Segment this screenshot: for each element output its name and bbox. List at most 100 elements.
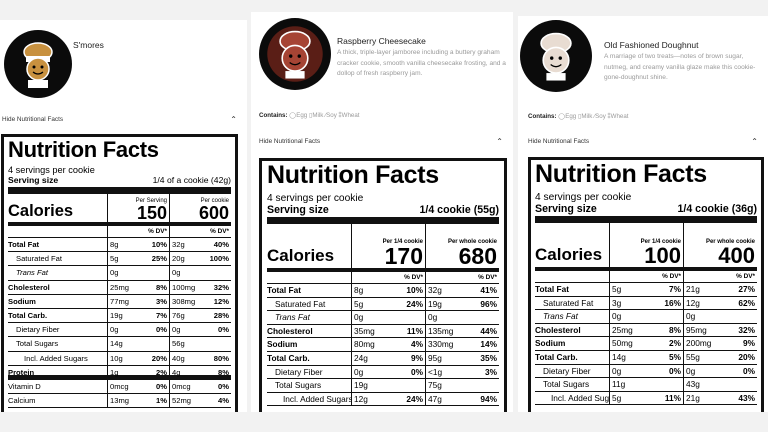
- nutrient-amount: 200mg: [686, 338, 712, 349]
- per-serving-cell: 25mg 8%: [609, 323, 683, 337]
- per-cookie-cell: 330mg 14%: [425, 338, 499, 351]
- per-serving-cell: 5g 11%: [609, 391, 683, 405]
- daily-value-header: % DV* % DV*: [535, 271, 757, 283]
- allergen-list: Contains: ◯Egg ▯Milk ∕Soy ⁑Wheat: [528, 113, 629, 120]
- chevron-up-icon: ⌃: [230, 115, 237, 124]
- nutrient-amount: 308mg: [172, 296, 196, 306]
- nutrient-name: Protein: [8, 367, 35, 375]
- nutrient-amount: 0g: [172, 268, 181, 278]
- nutrient-amount: 0g: [110, 268, 119, 278]
- hide-nutrition-toggle[interactable]: Hide Nutritional Facts ⌃: [251, 137, 513, 150]
- nutrient-rows: Total Fat 8g 10% 32g 41% Saturated Fat 5g 24% 19…: [267, 284, 499, 407]
- per-serving-cell: 0g: [107, 266, 169, 280]
- cookie-description: A marriage of two treats—notes of brown …: [604, 53, 756, 82]
- nutrient-name: Saturated Fat: [275, 298, 326, 309]
- daily-value-header: % DV* % DV*: [8, 226, 231, 238]
- per-serving-cell: 25mg 8%: [107, 280, 169, 294]
- nutrient-amount: 5g: [612, 284, 622, 294]
- per-serving-cell: 8g 10%: [107, 238, 169, 252]
- nutrient-dv: 4%: [411, 339, 423, 350]
- hide-nutrition-toggle[interactable]: Hide Nutritional Facts ⌃: [0, 115, 247, 128]
- nutrient-amount: 0g: [686, 365, 696, 376]
- calories-row: Calories Per 1/4 cookie 100 Per whole co…: [535, 223, 757, 271]
- nutrient-dv: 0%: [218, 325, 229, 335]
- nutrient-row: Sodium 50mg 2% 200mg 9%: [535, 337, 757, 351]
- dv-header: % DV*: [683, 271, 757, 282]
- nutrient-rows: Total Fat 5g 7% 21g 27% Saturated Fat 3g 16% 12g…: [535, 283, 757, 406]
- per-serving-cell: 10g 20%: [107, 351, 169, 365]
- nutrient-name: Incl. Added Sugars: [283, 393, 351, 404]
- nutrient-row: Cholesterol 25mg 8% 95mg 32%: [535, 323, 757, 338]
- nutrient-amount: 80mg: [354, 339, 375, 350]
- cookie-name: Old Fashioned Doughnut: [604, 40, 699, 50]
- soy-icon: ∕: [594, 113, 596, 120]
- nutrient-amount: 40g: [172, 353, 185, 363]
- column-header: Per cookie: [200, 197, 229, 204]
- allergen-item: Milk: [312, 112, 324, 119]
- nutrient-amount: 330mg: [428, 339, 454, 350]
- per-serving-cell: 35mg 11%: [351, 324, 425, 338]
- nutrient-amount: 56g: [172, 339, 185, 349]
- nutrient-amount: 95mg: [686, 324, 707, 335]
- nutrient-amount: 19g: [354, 380, 368, 391]
- servings-per-container: 4 servings per cookie: [8, 165, 95, 175]
- nutrient-amount: 0mcg: [110, 381, 129, 391]
- per-cookie-cell: 0g 0%: [169, 323, 231, 337]
- cookie-name: Raspberry Cheesecake: [337, 36, 426, 46]
- serving-size-row: Serving size 1/4 of a cookie (42g): [8, 175, 231, 194]
- nutrient-row: Sodium 77mg 3% 308mg 12%: [8, 294, 231, 309]
- nutrient-row: Total Sugars 14g 56g: [8, 337, 231, 352]
- column-header: Per whole cookie: [705, 238, 755, 245]
- nutrition-facts-title: Nutrition Facts: [8, 137, 159, 162]
- per-cookie-cell: 47g 94%: [425, 392, 499, 406]
- nutrient-dv: 10%: [151, 240, 167, 249]
- per-serving-cell: 80mg 4%: [351, 338, 425, 351]
- nutrient-amount: 76g: [172, 310, 185, 320]
- serving-size-value: 1/4 of a cookie (42g): [152, 175, 231, 185]
- contains-label: Contains:: [528, 113, 557, 120]
- nutrient-name: Sodium: [267, 339, 298, 350]
- nutrient-dv: 8%: [156, 282, 167, 292]
- column-header: Per 1/4 cookie: [640, 238, 681, 245]
- toggle-label: Hide Nutritional Facts: [528, 138, 590, 145]
- nutrient-amount: 100mg: [172, 282, 196, 292]
- per-serving-cell: 5g 25%: [107, 252, 169, 266]
- per-cookie-column: Per whole cookie 400: [683, 223, 757, 267]
- nutrient-row: Cholesterol 35mg 11% 135mg 44%: [267, 324, 499, 339]
- nutrient-amount: 20g: [172, 254, 185, 264]
- nutrient-amount: 95g: [428, 352, 442, 363]
- nutrient-dv: 44%: [480, 325, 497, 336]
- nutrient-dv: 2%: [669, 338, 681, 349]
- per-serving-cell: 19g: [351, 379, 425, 392]
- nutrient-name: Vitamin D: [8, 381, 41, 391]
- nutrient-dv: 16%: [664, 297, 681, 308]
- calories-label: Calories: [267, 246, 335, 265]
- nutrient-amount: 14g: [110, 339, 123, 349]
- per-cookie-cell: 52mg 4%: [169, 394, 231, 408]
- nutrient-amount: 32g: [428, 285, 442, 295]
- nutrient-amount: 0g: [612, 365, 622, 376]
- soy-icon: ∕: [325, 112, 327, 119]
- nutrient-row: Saturated Fat 3g 16% 12g 62%: [535, 296, 757, 311]
- per-serving-cell: 13mg 1%: [107, 394, 169, 408]
- per-cookie-cell: 0g 0%: [683, 364, 757, 378]
- per-serving-cell: 0g 0%: [107, 323, 169, 337]
- contains-label: Contains:: [259, 112, 288, 119]
- per-cookie-cell: 21g 43%: [683, 391, 757, 405]
- per-cookie-cell: 0mcg 0%: [169, 379, 231, 394]
- per-serving-cell: 3g 16%: [609, 296, 683, 310]
- nutrient-amount: 1g: [110, 367, 119, 377]
- nutrient-dv: 25%: [151, 254, 167, 264]
- per-cookie-cell: 32g 40%: [169, 238, 231, 252]
- nutrient-row: Vitamin D 0mcg 0% 0mcg 0%: [8, 379, 231, 395]
- calories-value: 600: [198, 203, 229, 223]
- nutrient-amount: 10g: [110, 353, 123, 363]
- allergen-item: Soy: [595, 113, 606, 120]
- serving-size-label: Serving size: [8, 175, 59, 185]
- nutrient-row: Protein 1g 2% 4g 8%: [8, 365, 231, 380]
- dv-header: % DV*: [425, 272, 499, 283]
- hide-nutrition-toggle[interactable]: Hide Nutritional Facts ⌃: [518, 137, 768, 150]
- nutrient-name: Trans Fat: [16, 268, 48, 278]
- nutrient-dv: 32%: [213, 282, 229, 292]
- nutrient-dv: 7%: [669, 284, 681, 294]
